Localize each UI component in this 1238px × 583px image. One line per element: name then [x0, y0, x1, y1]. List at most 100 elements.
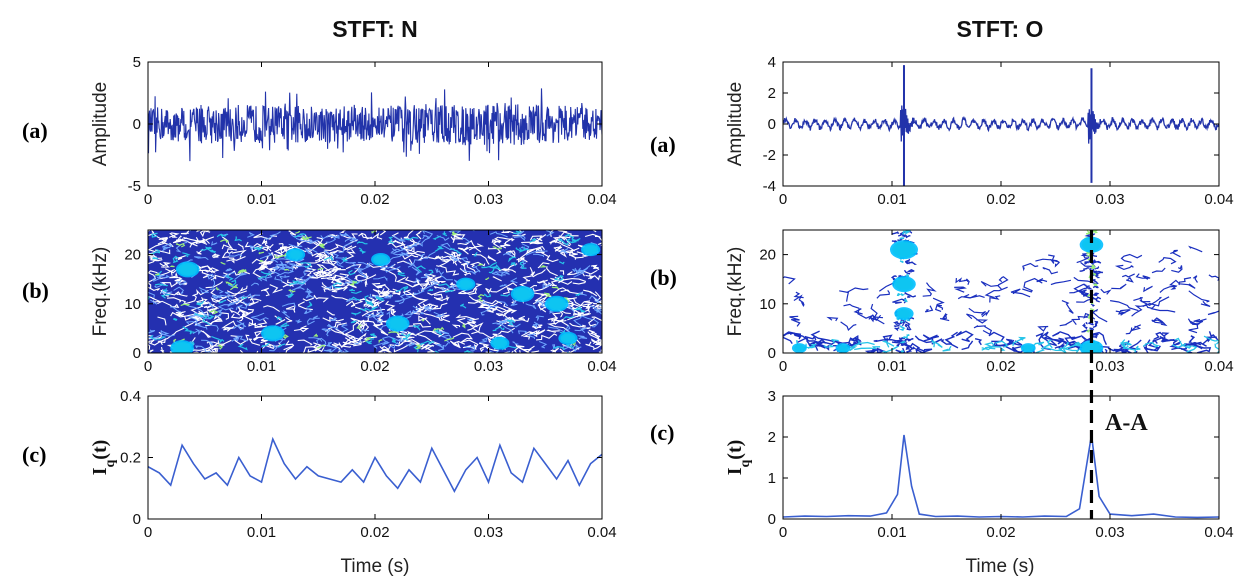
contour-line	[881, 340, 895, 348]
contour-line	[172, 317, 178, 321]
contour-line	[211, 335, 222, 343]
contour-line	[185, 321, 202, 327]
contour-line	[1010, 288, 1021, 295]
contour-line	[210, 288, 241, 299]
contour-line	[1142, 345, 1161, 353]
contour-line	[387, 342, 400, 349]
contour-line	[422, 281, 439, 291]
contour-line	[504, 317, 521, 328]
contour-line	[403, 230, 420, 245]
contour-line	[256, 274, 273, 282]
contour-line	[428, 302, 448, 310]
contour-line	[1107, 345, 1129, 353]
contour-line	[361, 308, 385, 317]
contour-line	[498, 236, 515, 242]
contour-line	[332, 252, 345, 259]
contour-line	[312, 315, 320, 319]
contour-line	[299, 275, 314, 283]
contour-line	[495, 270, 510, 277]
contour-line	[212, 295, 222, 300]
contour-line	[182, 302, 210, 318]
contour-line	[218, 299, 227, 304]
y-tick-label: 10	[124, 296, 141, 313]
contour-line	[502, 251, 513, 257]
contour-line	[364, 295, 372, 304]
contour-line	[492, 246, 502, 250]
contour-line	[1170, 249, 1181, 258]
contour-line	[229, 308, 241, 316]
contour-line	[412, 324, 421, 331]
contour-line	[813, 338, 827, 348]
contour-line	[274, 247, 284, 256]
contour-line	[231, 298, 243, 305]
contour-line	[1120, 253, 1143, 263]
contour-line	[596, 307, 602, 310]
contour-line	[295, 237, 312, 243]
contour-line	[903, 230, 912, 235]
heatmap-hotspot	[175, 261, 200, 278]
contour-line	[414, 277, 421, 284]
contour-line	[149, 334, 157, 341]
contour-line	[904, 291, 917, 298]
x-tick-label: 0.01	[247, 191, 276, 208]
x-tick-label: 0.01	[877, 524, 906, 541]
contour-line	[234, 236, 242, 242]
contour-line	[330, 250, 344, 255]
contour-line	[386, 310, 391, 319]
contour-line	[519, 259, 527, 269]
contour-line	[1022, 277, 1043, 293]
contour-line	[332, 282, 342, 289]
contour-line	[591, 264, 600, 271]
contour-line	[281, 302, 296, 308]
contour-line	[1171, 265, 1183, 273]
contour-line	[546, 329, 560, 333]
x-tick-label: 0	[779, 191, 787, 208]
contour-line	[300, 262, 312, 269]
contour-line	[317, 251, 335, 260]
x-tick-label: 0.04	[1204, 358, 1233, 375]
contour-line	[467, 322, 478, 328]
contour-line	[574, 251, 584, 260]
contour-line	[512, 341, 519, 345]
contour-line	[467, 318, 473, 322]
contour-line	[1084, 261, 1088, 265]
contour-line	[905, 346, 910, 351]
contour-line	[461, 269, 476, 275]
contour-line	[285, 340, 295, 349]
contour-line	[783, 276, 796, 285]
y-tick-label: 1	[768, 470, 776, 487]
contour-line	[220, 294, 233, 301]
contour-line	[340, 256, 348, 262]
contour-line	[198, 287, 210, 294]
contour-line	[1083, 283, 1087, 287]
contour-line	[316, 263, 342, 273]
contour-line	[485, 277, 490, 280]
contour-line	[1119, 341, 1132, 347]
contour-line	[378, 345, 390, 353]
contour-line	[989, 295, 1001, 303]
contour-line	[314, 268, 332, 278]
heatmap-hotspot	[791, 343, 807, 353]
contour-line	[162, 246, 167, 250]
contour-line	[226, 275, 234, 281]
contour-line	[537, 262, 550, 269]
contour-line	[339, 230, 347, 234]
contour-line	[354, 267, 368, 278]
contour-line	[288, 263, 310, 269]
contour-line	[906, 295, 911, 299]
contour-line	[571, 344, 578, 352]
contour-line	[519, 248, 535, 263]
contour-line	[1084, 233, 1096, 238]
contour-line	[1114, 264, 1134, 271]
y-tick-label: 0	[133, 511, 141, 528]
panel-label-o-a: (a)	[650, 132, 676, 157]
contour-line	[261, 238, 272, 249]
contour-line	[297, 339, 313, 346]
contour-line	[1200, 300, 1211, 307]
panel-o-a: 0 0.01 0.02 0.03 0.04 -4 -2 0 2 4 Amplitude	[725, 54, 1234, 208]
x-tick-label: 0.03	[474, 191, 503, 208]
contour-line	[277, 343, 286, 348]
contour-line	[588, 317, 596, 327]
contour-line	[528, 333, 537, 340]
contour-line	[1071, 315, 1088, 325]
